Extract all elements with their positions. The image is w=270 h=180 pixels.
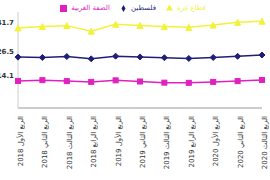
svg-text:الربع الثاني 2018: الربع الثاني 2018 — [41, 116, 49, 168]
svg-text:الربع الثالث 2018: الربع الثالث 2018 — [66, 116, 74, 169]
svg-text:الربع الأول 2018: الربع الأول 2018 — [16, 116, 25, 166]
svg-text:الربع الثاني 2019: الربع الثاني 2019 — [139, 116, 147, 168]
svg-text:14.1: 14.1 — [8, 72, 14, 80]
svg-text:الربع الرابع 2019: الربع الرابع 2019 — [188, 116, 196, 168]
svg-text:الربع الثالث 2020: الربع الثالث 2020 — [261, 116, 262, 169]
html-text:الضفة الغربية: الضفة الغربية — [71, 4, 110, 12]
svg-text:41.7: 41.7 — [8, 19, 14, 27]
svg-text:الربع الأول 2020: الربع الأول 2020 — [211, 116, 220, 166]
html-text:قطاع غزة: قطاع غزة — [177, 4, 206, 12]
html-text:فلسطين: فلسطين — [130, 4, 156, 12]
svg-text:الربع الثاني 2020: الربع الثاني 2020 — [237, 116, 245, 168]
svg-text:الربع الثالث 2019: الربع الثالث 2019 — [163, 116, 171, 169]
svg-text:الربع الرابع 2018: الربع الرابع 2018 — [90, 116, 98, 168]
svg-text:26.5: 26.5 — [8, 48, 14, 56]
svg-text:الربع الأول 2019: الربع الأول 2019 — [114, 116, 123, 166]
